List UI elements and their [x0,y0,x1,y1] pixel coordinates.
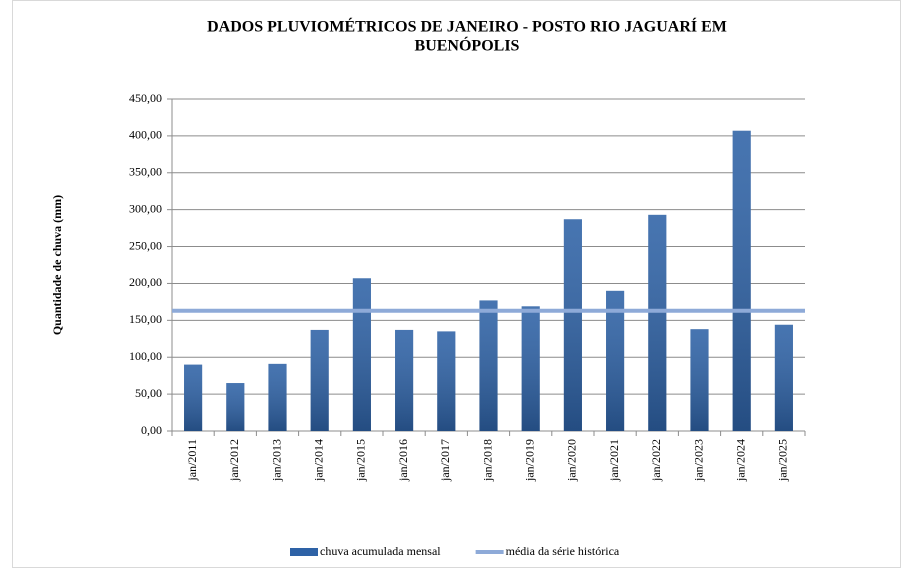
x-tick-label: jan/2017 [438,439,452,482]
x-tick-label: jan/2014 [311,439,325,482]
x-tick-label: jan/2019 [522,439,536,482]
y-tick-label: 400,00 [129,128,162,142]
bar-shade [606,290,625,431]
x-tick-label: jan/2013 [269,439,283,482]
bar-shade [648,214,667,431]
x-tick-label: jan/2012 [227,439,241,482]
bar-shade [732,130,751,432]
bar-shade [395,329,414,431]
bar-shade [774,324,793,431]
x-tick-label: jan/2023 [691,439,705,482]
legend-label: média da série histórica [506,544,620,558]
x-tick-label: jan/2011 [185,439,199,482]
chart-border [12,0,901,568]
bar-shade [521,306,540,431]
x-tick-label: jan/2020 [565,439,579,482]
y-tick-label: 450,00 [129,91,162,105]
x-tick-label: jan/2018 [480,439,494,482]
legend-label: chuva acumulada mensal [320,544,441,558]
y-tick-label: 50,00 [135,386,162,400]
bar-shade [184,364,203,431]
y-tick-label: 150,00 [129,312,162,326]
bar-shade [310,329,329,431]
bar-shade [690,329,709,431]
x-tick-label: jan/2015 [354,439,368,482]
y-axis-label: Quantidade de chuva (mm) [50,195,64,335]
bar-shade [437,331,456,431]
bar-shade [268,363,287,431]
bar-shade [479,300,498,431]
x-tick-label: jan/2022 [649,439,663,482]
x-tick-label: jan/2021 [607,439,621,482]
legend-swatch [290,548,318,556]
bar-shade [352,278,371,431]
y-tick-label: 100,00 [129,349,162,363]
x-tick-label: jan/2016 [396,439,410,482]
y-tick-label: 350,00 [129,165,162,179]
y-tick-label: 0,00 [141,423,162,437]
y-tick-label: 300,00 [129,201,162,215]
x-tick-label: jan/2024 [733,439,747,482]
y-tick-label: 250,00 [129,238,162,252]
y-tick-label: 200,00 [129,275,162,289]
chart-title: BUENÓPOLIS [415,36,520,55]
bar-shade [563,219,582,431]
x-tick-label: jan/2025 [776,439,790,482]
bar-shade [226,383,245,431]
chart-title: DADOS PLUVIOMÉTRICOS DE JANEIRO - POSTO … [207,17,727,36]
